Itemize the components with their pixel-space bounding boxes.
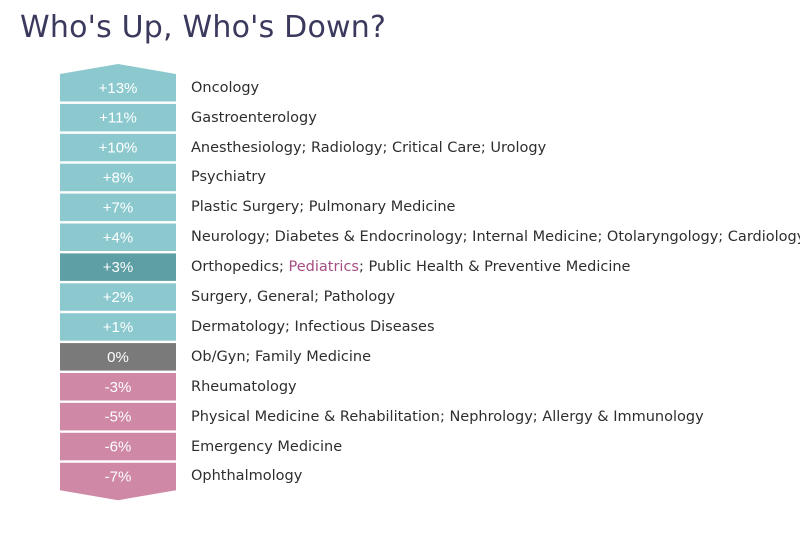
change-value-5: +4%: [103, 229, 133, 246]
change-value-12: -6%: [105, 439, 132, 456]
specialty-text: Physical Medicine & Rehabilitation; Neph…: [191, 408, 704, 425]
specialty-label-4: Plastic Surgery; Pulmonary Medicine: [191, 198, 455, 216]
change-cell-4: [60, 193, 176, 222]
specialty-label-7: Surgery, General; Pathology: [191, 288, 395, 306]
specialty-text: Surgery, General; Pathology: [191, 289, 396, 306]
change-cell-0: [60, 64, 176, 102]
change-cell-12: [60, 432, 176, 461]
change-value-13: -7%: [105, 468, 132, 485]
specialty-text: Ob/Gyn; Family Medicine: [191, 348, 372, 365]
change-cell-3: [60, 163, 176, 192]
specialty-text: Emergency Medicine: [191, 438, 343, 455]
specialty-label-2: Anesthesiology; Radiology; Critical Care…: [191, 139, 546, 157]
specialty-label-0: Oncology: [191, 79, 259, 97]
specialty-text: Dermatology; Infectious Diseases: [191, 318, 435, 335]
specialty-text: ; Public Health & Preventive Medicine: [358, 259, 631, 276]
specialty-label-3: Psychiatry: [191, 168, 266, 186]
specialty-label-6: Orthopedics; Pediatrics; Public Health &…: [191, 258, 630, 276]
change-cell-6: [60, 253, 176, 281]
change-value-7: +2%: [103, 289, 133, 306]
specialty-label-12: Emergency Medicine: [191, 438, 342, 456]
change-value-2: +10%: [99, 140, 138, 157]
specialty-text: Orthopedics;: [191, 259, 289, 276]
page-title: Who's Up, Who's Down?: [20, 10, 387, 45]
change-value-9: 0%: [107, 349, 129, 366]
specialty-text: Oncology: [191, 79, 260, 96]
change-value-6: +3%: [103, 259, 133, 276]
change-arrow-column: +13% +11% +10% +8% +7% +4% +3% +2% +1% 0% -3% -5% -6…: [60, 64, 176, 501]
change-cell-11: [60, 402, 176, 431]
change-value-3: +8%: [103, 169, 133, 186]
change-cell-8: [60, 313, 176, 341]
specialty-label-11: Physical Medicine & Rehabilitation; Neph…: [191, 408, 704, 426]
highlighted-specialty: Pediatrics: [288, 259, 359, 276]
specialty-text: Plastic Surgery; Pulmonary Medicine: [191, 199, 456, 216]
change-value-10: -3%: [105, 379, 132, 396]
specialty-text: Gastroenterology: [191, 109, 317, 126]
specialty-label-9: Ob/Gyn; Family Medicine: [191, 348, 371, 366]
specialty-text: Neurology; Diabetes & Endocrinology; Int…: [191, 229, 800, 246]
specialty-text: Psychiatry: [191, 169, 266, 186]
change-value-4: +7%: [103, 199, 133, 216]
change-value-0: +13%: [99, 80, 138, 97]
change-cell-2: [60, 133, 176, 162]
specialty-label-10: Rheumatology: [191, 378, 297, 396]
change-cell-13: [60, 462, 176, 501]
change-value-1: +11%: [99, 110, 137, 127]
change-value-11: -5%: [105, 409, 132, 426]
change-cell-9: [60, 343, 176, 371]
change-cell-7: [60, 283, 176, 311]
specialty-text: Ophthalmology: [191, 468, 303, 485]
specialty-label-1: Gastroenterology: [191, 109, 317, 127]
specialty-text: Anesthesiology; Radiology; Critical Care…: [191, 139, 547, 156]
specialty-text: Rheumatology: [191, 378, 297, 395]
change-cell-1: [60, 103, 176, 132]
specialty-label-8: Dermatology; Infectious Diseases: [191, 318, 435, 336]
change-cell-10: [60, 373, 176, 401]
change-value-8: +1%: [103, 319, 133, 336]
change-cell-5: [60, 223, 176, 251]
specialty-label-5: Neurology; Diabetes & Endocrinology; Int…: [191, 228, 800, 246]
specialty-label-13: Ophthalmology: [191, 467, 302, 485]
